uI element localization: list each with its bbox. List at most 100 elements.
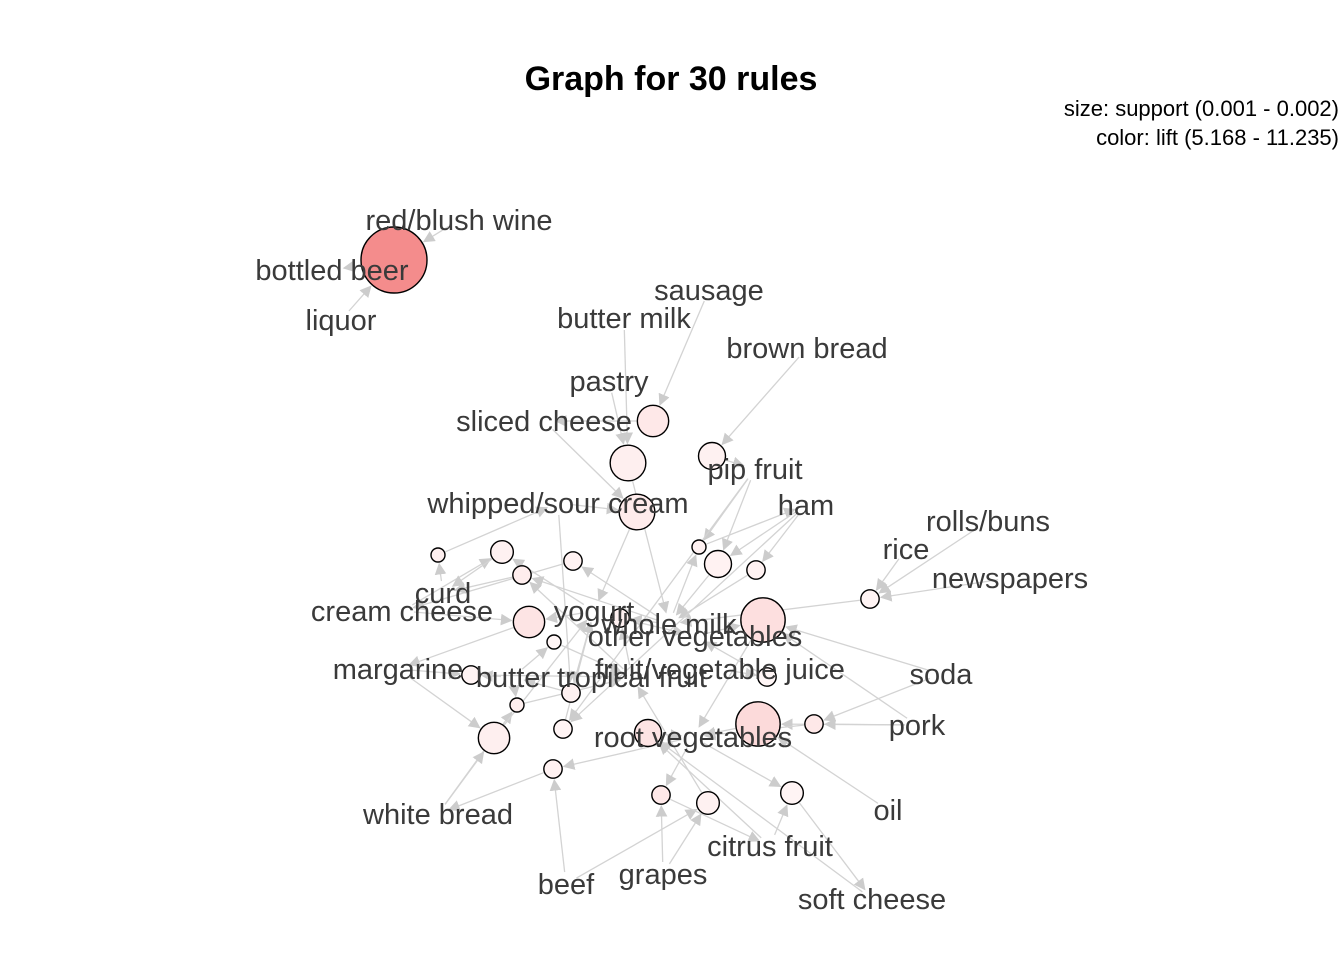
item-label: pastry: [570, 366, 649, 398]
edge-lhs: [558, 514, 576, 684]
edge-rhs: [451, 558, 493, 587]
rule-node: [512, 565, 532, 585]
rule-node: [860, 589, 880, 609]
item-label: whipped/sour cream: [426, 488, 688, 520]
edge-rhs: [798, 802, 866, 891]
item-label: bottled beer: [255, 255, 409, 287]
edge-rhs: [564, 621, 594, 720]
rule-node: [633, 718, 663, 748]
edge-lhs: [407, 675, 481, 729]
edge-rhs: [706, 507, 796, 545]
edge-rhs: [408, 627, 514, 667]
item-label: beef: [538, 869, 595, 901]
edge-lhs: [658, 742, 762, 839]
rule-node: [509, 697, 525, 713]
edge-rhs: [698, 639, 752, 728]
item-label: citrus fruit: [707, 831, 833, 863]
edge-rhs: [342, 260, 361, 273]
edge-rhs: [725, 456, 745, 469]
item-label: tropical fruit: [557, 662, 707, 694]
edge-rhs: [637, 686, 703, 793]
edge-lhs: [721, 356, 800, 446]
edge-lhs: [434, 562, 447, 582]
item-label: soda: [910, 659, 974, 691]
legend-size: size: support (0.001 - 0.002): [1064, 96, 1339, 121]
rule-node: [512, 605, 546, 639]
edge-rhs: [481, 670, 622, 683]
item-label: pork: [889, 710, 946, 742]
item-label: yogurt: [554, 596, 635, 628]
rule-node: [691, 539, 707, 555]
edge-lhs: [348, 285, 372, 312]
item-label: newspapers: [932, 563, 1088, 595]
edge-lhs: [823, 677, 931, 722]
item-label: root vegetables: [594, 722, 792, 754]
edge-lhs: [785, 624, 930, 672]
item-label: sliced cheese: [456, 406, 632, 438]
rule-node: [757, 667, 777, 687]
rule-node: [561, 683, 581, 703]
edge-rhs: [448, 772, 544, 812]
edge-lhs: [562, 739, 682, 770]
edge-lhs: [731, 667, 758, 680]
edge-lhs: [618, 627, 631, 666]
item-label: ham: [778, 490, 834, 522]
item-label: rice: [883, 534, 930, 566]
edge-rhs: [523, 677, 562, 691]
edge-rhs: [662, 729, 683, 741]
item-label: whole milk: [600, 609, 737, 641]
rule-node: [735, 701, 781, 747]
edge-lhs: [576, 809, 698, 879]
rule-node: [740, 597, 786, 643]
edge-lhs: [668, 813, 702, 865]
edge-rhs: [675, 574, 710, 616]
item-label: butter milk: [557, 303, 691, 335]
edge-lhs: [629, 614, 658, 627]
edge-rhs: [669, 798, 761, 842]
edge-lhs: [706, 622, 741, 634]
rule-node: [703, 549, 733, 579]
edge-lhs: [659, 741, 863, 893]
edge-lhs: [878, 527, 979, 594]
rule-node: [636, 404, 670, 438]
edge-rhs: [453, 576, 513, 594]
item-label: grapes: [619, 859, 708, 891]
rule-node: [779, 780, 805, 806]
edge-lhs: [412, 558, 492, 606]
edge-lhs: [611, 392, 627, 445]
edge-lhs: [721, 479, 752, 551]
edge-lhs: [762, 514, 800, 563]
rule-node: [430, 547, 446, 563]
edge-lhs: [568, 478, 749, 721]
item-label: curd: [415, 578, 471, 610]
item-label: brown bread: [726, 333, 887, 365]
rule-node: [804, 714, 824, 734]
rule-node: [546, 634, 562, 650]
edge-lhs: [552, 428, 624, 499]
edge-rhs: [412, 563, 564, 611]
item-label: fruit/vegetable juice: [595, 654, 845, 686]
edge-lhs: [521, 647, 549, 670]
edge-lhs: [782, 632, 908, 719]
edge-lhs: [665, 747, 688, 787]
graph-title: Graph for 30 rules: [525, 60, 818, 98]
item-label: pip fruit: [707, 454, 802, 486]
edge-rhs: [561, 644, 623, 674]
edge-rhs: [629, 619, 685, 637]
rule-node: [651, 785, 671, 805]
rule-node: [360, 226, 428, 294]
item-label: sausage: [654, 275, 764, 307]
edge-lhs: [545, 611, 583, 624]
edge-lhs: [729, 511, 797, 557]
edge-lhs: [570, 512, 798, 723]
item-label: cream cheese: [311, 596, 493, 628]
edge-lhs: [581, 566, 660, 618]
item-label: margarine: [333, 654, 464, 686]
edge-rhs: [704, 641, 759, 673]
edges-layer: [342, 225, 999, 893]
edge-lhs: [875, 558, 900, 591]
edge-lhs: [777, 736, 879, 804]
rule-node: [618, 493, 656, 531]
